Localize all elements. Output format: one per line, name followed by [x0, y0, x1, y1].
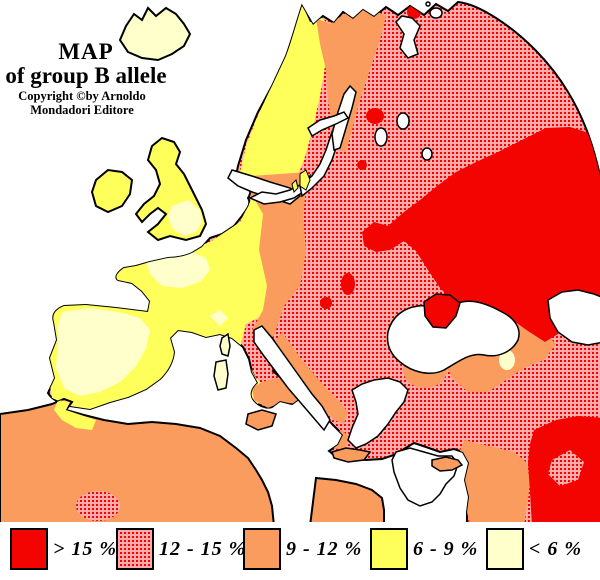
region-south-england-pale	[168, 200, 202, 236]
copyright-notice: Copyright ©by Arnoldo Mondadori Editore	[2, 89, 162, 118]
lake-onega	[396, 112, 410, 130]
sea-white-sea	[395, 15, 421, 59]
region-southeast-dither-spot	[548, 450, 584, 486]
europe-map	[0, 0, 600, 522]
legend-swatch-pink-dither	[116, 528, 154, 570]
legend-swatch-pale-yellow	[486, 528, 524, 570]
island-arctic-small	[425, 1, 431, 7]
region-iberia-pale	[56, 308, 150, 396]
region-crimea-red	[423, 293, 461, 329]
legend-swatch-red	[10, 528, 48, 570]
sea-baltic-southwest	[248, 173, 312, 205]
region-scandinavia-yellow	[240, 4, 330, 192]
island-oland-yellow	[291, 179, 299, 193]
island-arctic-white	[429, 7, 443, 19]
map-title: MAP of group B allele	[0, 40, 172, 87]
region-levant-orange	[458, 440, 530, 522]
sea-gulf-of-finland	[307, 111, 350, 138]
sea-caspian	[547, 289, 600, 346]
region-caucasus-pale-spot	[499, 350, 515, 370]
legend-item-6-9: 6 - 9 %	[370, 528, 478, 570]
legend-label: > 15 %	[53, 537, 118, 560]
island-corsica-pale	[219, 332, 231, 357]
region-central-band-orange	[248, 172, 308, 344]
copyright-line-1: Copyright ©by Arnoldo	[18, 89, 146, 103]
sea-adriatic-ionian	[253, 325, 331, 432]
island-sardinia-pale	[213, 359, 229, 391]
legend: > 15 % 12 - 15 % 9 - 12 %	[0, 524, 600, 580]
legend-swatch-yellow	[370, 528, 408, 570]
legend-item-12-15: 12 - 15 %	[116, 528, 246, 570]
red-spot-ukraine	[341, 273, 355, 295]
legend-label: 6 - 9 %	[413, 537, 479, 560]
legend-label: 12 - 15 %	[159, 537, 247, 560]
island-ireland-yellow	[90, 168, 134, 214]
island-sicily-orange	[245, 409, 277, 431]
legend-label: < 6 %	[529, 537, 583, 560]
lake-beloye	[421, 147, 433, 161]
copyright-line-2: Mondadori Editore	[30, 102, 134, 117]
island-iceland-pale	[118, 6, 192, 62]
legend-swatch-orange	[243, 528, 281, 570]
legend-item-gt15: > 15 %	[10, 528, 117, 570]
red-spot-north	[366, 108, 384, 124]
lake-ladoga	[374, 127, 388, 147]
island-gotland-yellow	[299, 169, 311, 191]
legend-label: 9 - 12 %	[286, 537, 363, 560]
region-greece-albania-orange	[270, 332, 348, 424]
legend-item-9-12: 9 - 12 %	[243, 528, 362, 570]
region-morocco-yellow	[54, 400, 96, 430]
region-south-france-pale-spot	[210, 310, 228, 326]
sea-aegean	[347, 377, 409, 449]
island-crete-orange	[331, 447, 372, 463]
red-spot-baltic	[357, 160, 367, 170]
title-line-1: MAP	[58, 39, 114, 64]
legend-item-lt6: < 6 %	[486, 528, 582, 570]
region-russia-red	[362, 127, 600, 342]
region-sahara-dither-spot	[76, 491, 120, 521]
island-cyprus-orange	[431, 456, 464, 472]
title-line-2: of group B allele	[5, 62, 167, 88]
red-spot-romania	[320, 297, 332, 309]
